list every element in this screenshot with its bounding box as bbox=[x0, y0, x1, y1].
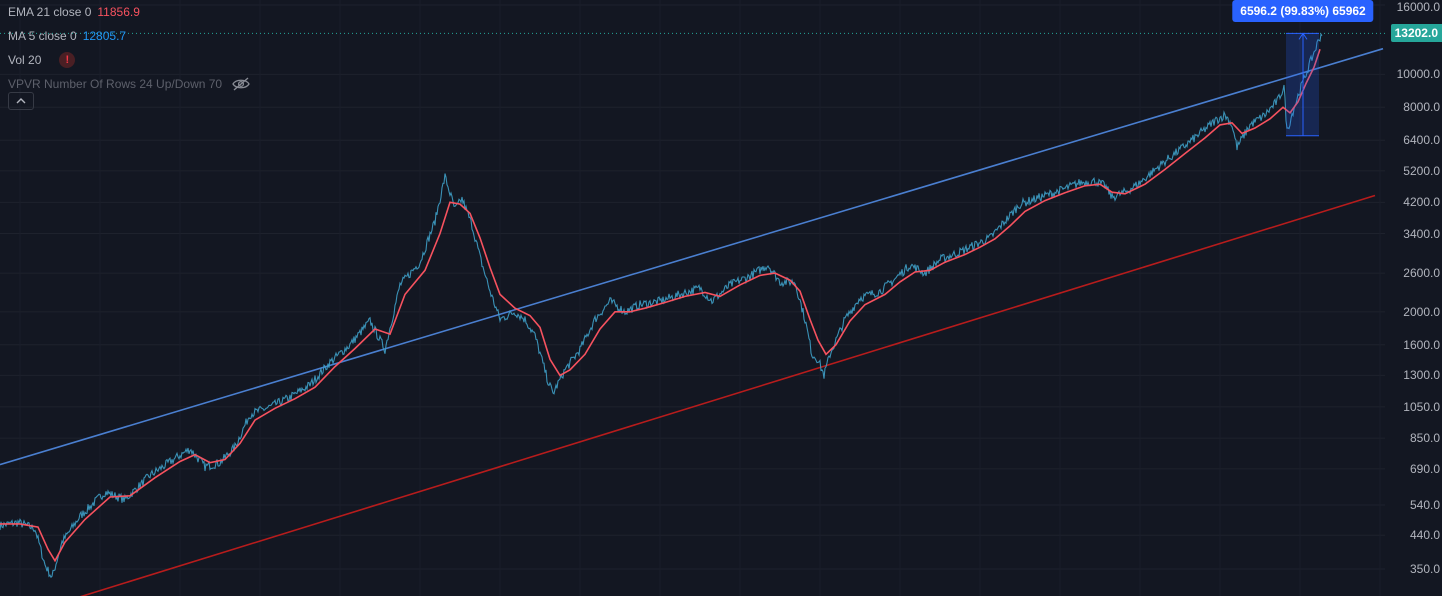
legend-ma[interactable]: MA 5 close 0 12805.7 bbox=[8, 24, 250, 48]
price-tick-label: 1050.0 bbox=[1403, 399, 1440, 414]
price-tick-label: 16000.0 bbox=[1396, 0, 1440, 14]
eye-crossed-icon[interactable] bbox=[232, 77, 250, 91]
legend-vpvr[interactable]: VPVR Number Of Rows 24 Up/Down 70 bbox=[8, 72, 250, 96]
price-tick-label: 5200.0 bbox=[1403, 163, 1440, 178]
price-tick-label: 10000.0 bbox=[1396, 67, 1440, 82]
upper-trend-line bbox=[0, 47, 1384, 466]
ema-line bbox=[0, 48, 1321, 563]
ma-value: 12805.7 bbox=[82, 29, 127, 43]
price-tick-label: 4200.0 bbox=[1403, 195, 1440, 210]
chevron-up-icon bbox=[16, 98, 26, 104]
vol-label: Vol 20 bbox=[8, 53, 42, 67]
price-tick-label: 690.0 bbox=[1409, 461, 1440, 476]
measure-arrow bbox=[1298, 32, 1308, 40]
grid bbox=[0, 4, 1385, 570]
price-tick-label: 1600.0 bbox=[1403, 337, 1440, 352]
legend-vol[interactable]: Vol 20 ! bbox=[8, 48, 250, 72]
measure-tooltip: 6596.2 (99.83%) 65962 bbox=[1232, 0, 1374, 22]
measure-tool bbox=[1286, 32, 1319, 137]
price-tick-label: 2000.0 bbox=[1403, 304, 1440, 319]
price-tick-label: 2600.0 bbox=[1403, 266, 1440, 281]
price-tick-label: 8000.0 bbox=[1403, 100, 1440, 115]
price-tick-label: 3400.0 bbox=[1403, 226, 1440, 241]
ema-label: EMA 21 close 0 bbox=[8, 5, 92, 19]
vpvr-label: VPVR Number Of Rows 24 Up/Down 70 bbox=[8, 77, 223, 91]
price-tick-label: 540.0 bbox=[1409, 498, 1440, 513]
ma-label: MA 5 close 0 bbox=[8, 29, 77, 43]
last-price-label: 13202.0 bbox=[1390, 24, 1442, 43]
error-icon[interactable]: ! bbox=[59, 52, 76, 68]
price-tick-label: 440.0 bbox=[1409, 528, 1440, 543]
price-tick-label: 350.0 bbox=[1409, 562, 1440, 576]
lower-trend-line bbox=[79, 194, 1376, 596]
price-tick-label: 850.0 bbox=[1409, 431, 1440, 446]
trend-lines bbox=[0, 47, 1384, 596]
price-series bbox=[0, 32, 1323, 579]
price-tick-label: 6400.0 bbox=[1403, 133, 1440, 148]
collapse-legend-button[interactable] bbox=[8, 92, 34, 110]
indicator-legend: EMA 21 close 0 11856.9 MA 5 close 0 1280… bbox=[8, 0, 250, 96]
ema-value: 11856.9 bbox=[97, 5, 140, 19]
price-line bbox=[0, 32, 1323, 579]
legend-ema[interactable]: EMA 21 close 0 11856.9 bbox=[8, 0, 250, 24]
price-tick-label: 1300.0 bbox=[1403, 368, 1440, 383]
